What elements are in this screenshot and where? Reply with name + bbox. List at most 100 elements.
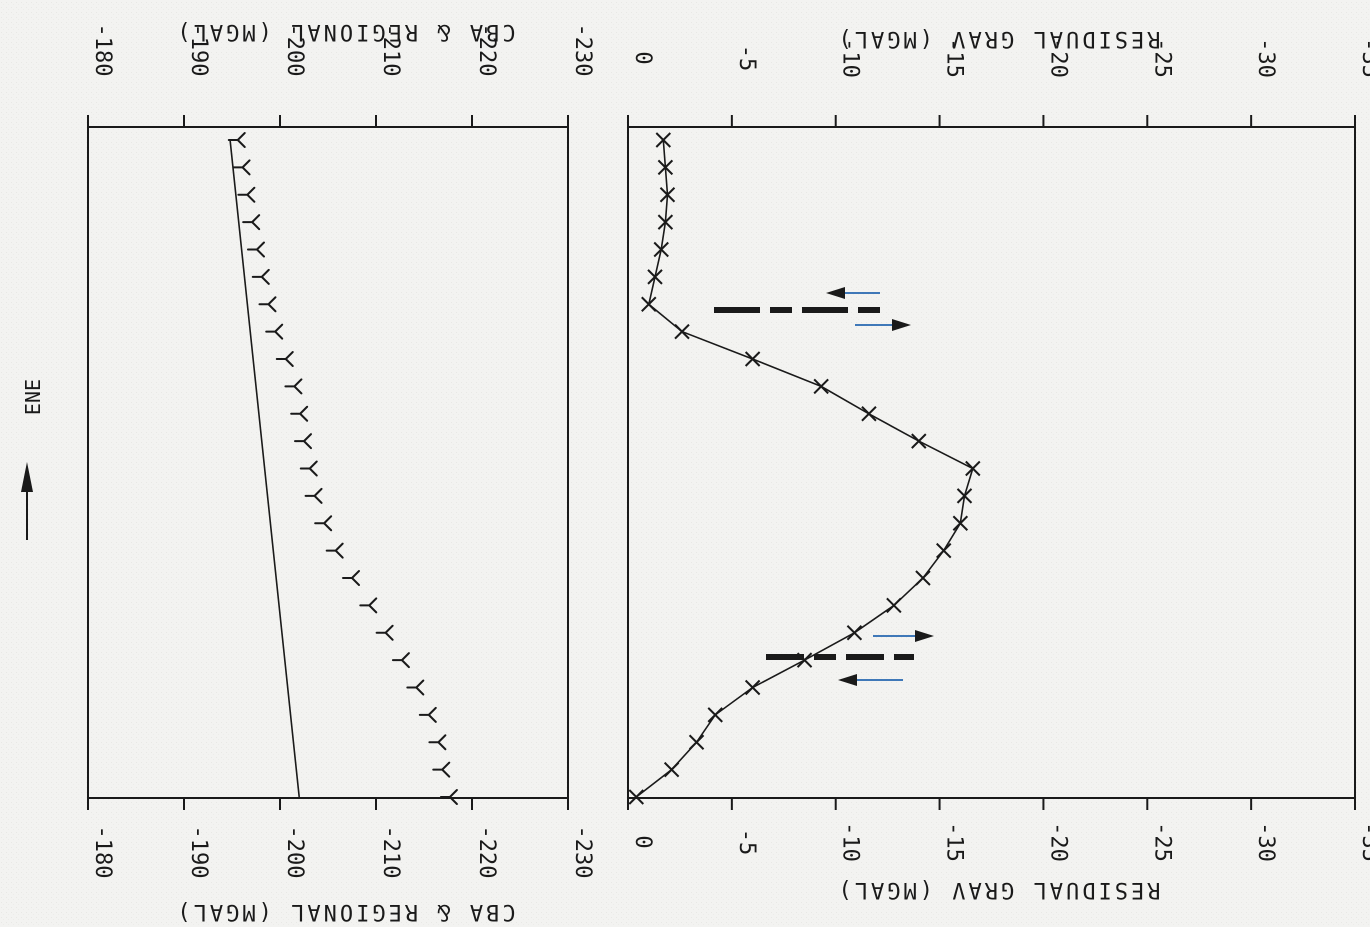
cba-point-10 [314,515,333,532]
residual-axis-ticks: 0 0 -5 -5 -10 -10 -15 -15 -20 -20 -25 -25 -30 -30 -35 -… [627,38,1370,862]
residual-point-8 [915,570,931,586]
cba-point-18 [258,296,277,313]
cba-point-8 [342,570,360,586]
cba-point-0 [439,789,458,805]
residual-tick-label-top-6: -30 [1253,38,1278,78]
residual-bottom-axis-title: RESIDUAL GRAV (MGAL) [836,877,1161,902]
residual-point-1 [663,761,680,778]
cba-tick-label-bottom-2: -200 [282,826,307,879]
fault-annotation-upper [714,287,911,331]
residual-point-18 [641,296,657,312]
cba-tick-label-bottom-3: -210 [378,826,403,879]
residual-tick-label-top-1: -5 [734,45,759,72]
cba-tick-label-top-0: -180 [90,24,115,77]
cba-axis-ticks: -180 -180 -190 -190 -200 -200 -210 -210 -220 -220… [87,24,595,879]
residual-point-11 [956,488,973,504]
residual-gravity-panel: 0 0 -5 -5 -10 -10 -15 -15 -20 -20 -25 -25 -30 -30 -35 -… [627,26,1370,902]
cba-point-19 [251,268,270,285]
slip-arrowhead-upper-right [892,319,911,331]
residual-tick-label-bottom-4: -20 [1045,822,1070,862]
cba-point-17 [265,323,284,340]
cba-tick-label-top-5: -230 [570,24,595,77]
residual-point-17 [674,323,690,340]
slip-arrowhead-lower-right [915,630,934,642]
cba-point-14 [290,405,309,422]
residual-series-group [628,132,981,805]
residual-point-24 [655,132,672,148]
residual-point-9 [936,542,952,559]
direction-label: ENE [21,379,45,415]
residual-point-15 [813,378,829,395]
residual-tick-label-top-2: -10 [838,38,863,78]
residual-tick-label-top-0: 0 [630,51,655,64]
residual-tick-label-top-7: -35 [1357,38,1370,78]
residual-point-23 [657,159,674,176]
cba-regional-panel: -180 -180 -190 -190 -200 -200 -210 -210 -220 -220… [87,19,595,924]
residual-tick-label-top-5: -25 [1149,38,1174,78]
residual-point-20 [653,241,669,258]
cba-point-2 [428,734,447,751]
cba-point-13 [294,433,312,450]
residual-tick-label-top-3: -15 [942,38,967,78]
cba-point-11 [304,487,323,504]
residual-point-12 [965,460,981,477]
residual-plot-frame [627,126,1356,799]
cba-tick-label-bottom-1: -190 [186,826,211,879]
residual-tick-label-bottom-0: 0 [630,835,655,848]
residual-tick-label-bottom-5: -25 [1149,822,1174,862]
cba-tick-label-top-3: -210 [378,24,403,77]
residual-point-19 [647,269,663,285]
cba-tick-label-bottom-5: -230 [570,826,595,879]
slip-arrowhead-upper-left [826,287,845,299]
residual-tick-label-bottom-6: -30 [1253,822,1278,862]
cba-top-axis-title: CBA & REGIONAL (MGAL) [174,19,515,44]
residual-tick-label-bottom-1: -5 [734,829,759,856]
cba-point-1 [432,761,451,778]
residual-point-10 [952,515,969,531]
residual-tick-label-top-4: -20 [1045,38,1070,78]
residual-top-axis-title: RESIDUAL GRAV (MGAL) [836,26,1161,51]
cba-plot-frame [87,126,569,799]
cba-point-5 [391,652,410,669]
cba-series-group [227,132,458,805]
cba-tick-label-bottom-0: -180 [90,826,115,879]
cba-tick-label-top-4: -220 [474,24,499,77]
direction-arrowhead [21,462,33,492]
residual-point-3 [707,707,723,723]
cba-tick-label-top-2: -200 [282,24,307,77]
residual-point-4 [744,679,761,696]
cba-tick-label-top-1: -190 [186,24,211,77]
cba-point-22 [237,186,256,203]
residual-point-21 [657,214,674,230]
residual-point-22 [659,187,676,203]
cba-point-12 [299,460,318,477]
cba-point-20 [246,241,265,258]
cba-point-15 [284,378,303,395]
direction-indicator: ENE [21,379,45,540]
cba-point-7 [359,597,378,614]
residual-tick-label-bottom-7: -35 [1357,822,1370,862]
residual-point-14 [861,406,877,422]
cba-point-16 [275,351,294,367]
slip-arrowhead-lower-left [838,674,857,686]
cba-point-21 [242,214,261,231]
residual-point-16 [744,351,761,367]
cba-point-23 [232,159,251,176]
cba-point-4 [406,679,425,696]
residual-point-6 [846,625,863,641]
cba-point-6 [375,624,394,641]
residual-point-7 [886,597,902,614]
residual-point-0 [628,789,645,805]
cba-tick-label-bottom-4: -220 [474,826,499,879]
cba-point-3 [418,706,437,723]
residual-tick-label-bottom-3: -15 [942,822,967,862]
residual-point-13 [911,433,927,449]
fault-annotation-lower [766,630,934,686]
cba-regional-line [229,139,300,798]
cba-bottom-axis-title: CBA & REGIONAL (MGAL) [174,899,515,924]
residual-tick-label-bottom-2: -10 [838,822,863,862]
residual-point-2 [688,734,705,750]
cba-point-9 [325,542,344,559]
